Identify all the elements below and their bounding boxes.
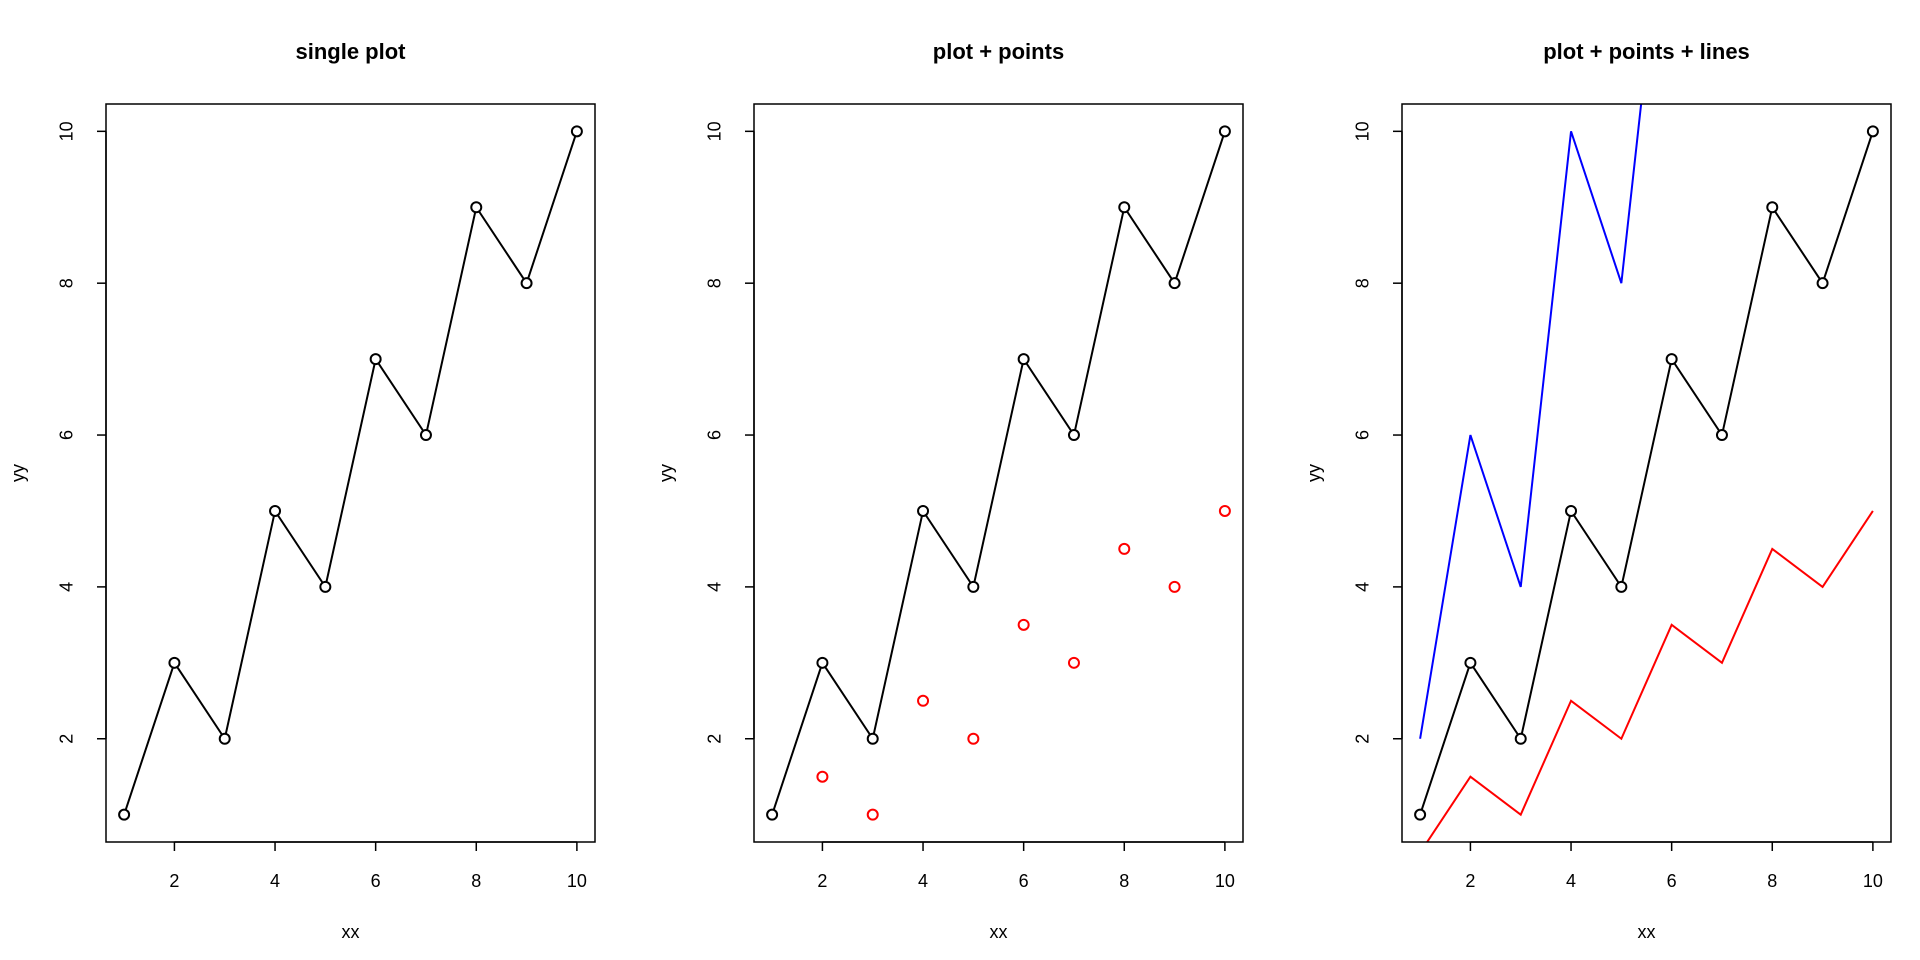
point (369, 353, 382, 366)
y-axis-label: yy (656, 464, 676, 482)
x-tick-label: 2 (817, 871, 827, 891)
point (767, 848, 777, 858)
point (816, 656, 829, 669)
y-tick-label: 8 (1353, 278, 1373, 288)
x-tick-label: 10 (1863, 871, 1883, 891)
point (1118, 542, 1131, 555)
y-axis-label: yy (8, 464, 28, 482)
x-tick-label: 6 (1667, 871, 1677, 891)
point (766, 808, 779, 821)
point (1218, 504, 1231, 517)
y-tick-label: 4 (1353, 582, 1373, 592)
plot-box (105, 103, 596, 843)
x-tick-label: 8 (1119, 871, 1129, 891)
point (1118, 201, 1131, 214)
point (917, 504, 930, 517)
x-tick-label: 10 (567, 871, 587, 891)
point (1414, 808, 1427, 821)
point (1565, 504, 1578, 517)
x-tick-label: 4 (270, 871, 280, 891)
point (866, 732, 879, 745)
series-line (1419, 104, 1643, 739)
point (269, 504, 282, 517)
x-tick-label: 8 (1767, 871, 1777, 891)
point (967, 580, 980, 593)
plot-box (753, 103, 1244, 843)
series-line (1425, 510, 1874, 842)
point (1866, 125, 1879, 138)
chart-title: single plot (296, 39, 407, 64)
x-axis-label: xx (342, 922, 360, 942)
y-axis-label: yy (1304, 464, 1324, 482)
point (1218, 125, 1231, 138)
point (967, 732, 980, 745)
point (1816, 277, 1829, 290)
y-tick-label: 2 (705, 734, 725, 744)
x-tick-label: 10 (1215, 871, 1235, 891)
point (419, 429, 432, 442)
point (1615, 580, 1628, 593)
point (866, 808, 879, 821)
series-line (1419, 131, 1874, 815)
y-tick-label: 6 (57, 430, 77, 440)
y-tick-label: 6 (1353, 430, 1373, 440)
point (1766, 201, 1779, 214)
point (1168, 277, 1181, 290)
y-tick-label: 10 (57, 121, 77, 141)
series-line (771, 131, 1226, 815)
point (319, 580, 332, 593)
plot-area (118, 125, 583, 821)
point (1168, 580, 1181, 593)
point (1715, 429, 1728, 442)
x-tick-label: 6 (371, 871, 381, 891)
y-tick-label: 10 (705, 121, 725, 141)
x-tick-label: 2 (1465, 871, 1475, 891)
point (1067, 429, 1080, 442)
point (1464, 656, 1477, 669)
x-tick-label: 6 (1019, 871, 1029, 891)
y-tick-label: 2 (57, 734, 77, 744)
y-tick-label: 4 (705, 582, 725, 592)
point (570, 125, 583, 138)
y-tick-label: 8 (57, 278, 77, 288)
point (1514, 732, 1527, 745)
point (917, 694, 930, 707)
x-tick-label: 2 (169, 871, 179, 891)
point (168, 656, 181, 669)
plot-area (766, 125, 1231, 858)
x-axis-label: xx (1638, 922, 1656, 942)
y-tick-label: 6 (705, 430, 725, 440)
y-tick-label: 2 (1353, 734, 1373, 744)
point (118, 808, 131, 821)
x-tick-label: 4 (1566, 871, 1576, 891)
y-tick-label: 10 (1353, 121, 1373, 141)
y-tick-label: 8 (705, 278, 725, 288)
x-tick-label: 4 (918, 871, 928, 891)
x-tick-label: 8 (471, 871, 481, 891)
series-line (123, 131, 578, 815)
chart-title: plot + points (933, 39, 1064, 64)
point (520, 277, 533, 290)
point (1665, 353, 1678, 366)
plot-box (1401, 103, 1892, 843)
y-tick-label: 4 (57, 582, 77, 592)
point (470, 201, 483, 214)
chart-title: plot + points + lines (1543, 39, 1750, 64)
x-axis-label: xx (990, 922, 1008, 942)
point (1017, 353, 1030, 366)
point (1067, 656, 1080, 669)
point (816, 770, 829, 783)
point (1017, 618, 1030, 631)
plot-area (1414, 104, 1879, 842)
point (218, 732, 231, 745)
